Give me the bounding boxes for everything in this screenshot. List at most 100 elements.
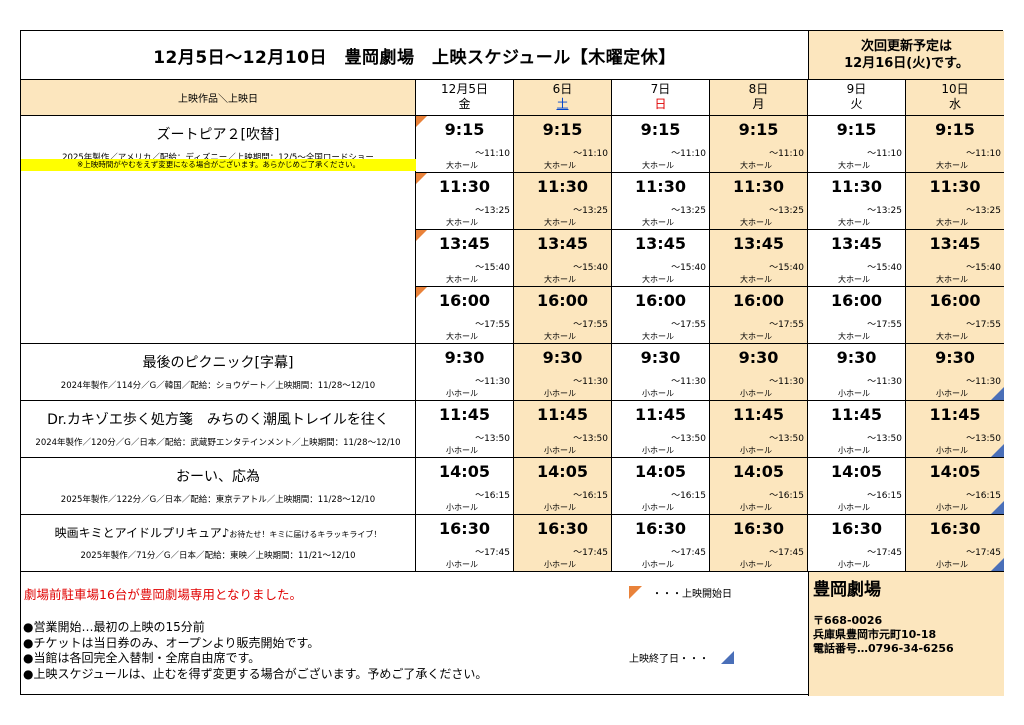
showtime-cell: 16:00 ～17:55 大ホール — [416, 287, 514, 344]
end-time: ～11:30 — [769, 377, 804, 387]
showtime-cell: 16:00 ～17:55 大ホール — [612, 287, 710, 344]
day-header-4: 9日 火 — [808, 80, 906, 116]
start-time: 13:45 — [831, 234, 882, 253]
schedule-sheet: 12月5日～12月10日 豊岡劇場 上映スケジュール【木曜定休】 次回更新予定は… — [20, 30, 1004, 696]
showtime-cell: 11:30 ～13:25 大ホール — [416, 173, 514, 230]
movie-title: 最後のピクニック[字幕] — [142, 355, 294, 371]
showtime-cell: 9:30 ～11:30 小ホール — [514, 344, 612, 401]
note-item: ●上映スケジュールは、止むを得ず変更する場合がございます。予めご了承ください。 — [23, 666, 488, 681]
end-time: ～15:40 — [475, 263, 510, 273]
theater-name: 豊岡劇場 — [813, 580, 881, 600]
end-time: ～13:50 — [966, 434, 1001, 444]
showtime-cell: 14:05 ～16:15 小ホール — [612, 458, 710, 515]
showtime-cell: 16:00 ～17:55 大ホール — [710, 287, 808, 344]
start-time: 16:30 — [733, 519, 784, 538]
start-time: 16:00 — [439, 291, 490, 310]
start-time: 9:15 — [640, 120, 681, 139]
hall-name: 大ホール — [838, 275, 870, 284]
showtime-cell: 13:45 ～15:40 大ホール — [710, 230, 808, 287]
start-time: 11:45 — [635, 405, 686, 424]
start-day-marker-icon — [416, 173, 427, 184]
start-time: 11:30 — [733, 177, 784, 196]
day-date: 9日 — [846, 82, 867, 96]
schedule-title: 12月5日～12月10日 豊岡劇場 上映スケジュール【木曜定休】 — [21, 31, 809, 80]
hall-name: 大ホール — [446, 161, 478, 170]
end-day-marker-icon — [991, 444, 1004, 457]
start-time: 9:15 — [738, 120, 779, 139]
start-time: 11:45 — [831, 405, 882, 424]
hall-name: 大ホール — [936, 218, 968, 227]
end-time: ～11:10 — [769, 149, 804, 159]
start-time: 9:30 — [935, 348, 975, 367]
end-time: ～11:30 — [966, 377, 1001, 387]
showtime-cell: 9:15 ～11:10 大ホール — [416, 116, 514, 173]
day-header-1: 6日 土 — [514, 80, 612, 116]
hall-name: 大ホール — [642, 218, 674, 227]
address: 兵庫県豊岡市元町10-18 — [813, 628, 937, 641]
hall-name: 小ホール — [642, 389, 674, 398]
end-time: ～17:45 — [475, 548, 510, 558]
hall-name: 小ホール — [446, 560, 478, 569]
showtime-cell: 14:05 ～16:15 小ホール — [906, 458, 1004, 515]
start-time: 11:45 — [733, 405, 784, 424]
start-time: 11:45 — [439, 405, 490, 424]
hall-name: 大ホール — [740, 161, 772, 170]
end-time: ～16:15 — [867, 491, 902, 501]
movie-title: 映画キミとアイドルプリキュア♪ — [54, 526, 230, 540]
hall-name: 小ホール — [936, 503, 968, 512]
end-time: ～17:45 — [867, 548, 902, 558]
end-time: ～11:10 — [671, 149, 706, 159]
start-time: 14:05 — [537, 462, 588, 481]
end-time: ～11:10 — [475, 149, 510, 159]
end-time: ～16:15 — [573, 491, 608, 501]
end-time: ～17:45 — [966, 548, 1001, 558]
movie-info-4: 映画キミとアイドルプリキュア♪お待たせ！キミに届けるキラッキライブ！ 2025年… — [21, 515, 416, 572]
day-date: 8日 — [748, 82, 769, 96]
end-time: ～13:25 — [769, 206, 804, 216]
postal-code: 〒668-0026 — [813, 614, 883, 627]
hall-name: 大ホール — [642, 332, 674, 341]
schedule-change-note: ※上映時間がやむをえず変更になる場合がございます。あらかじめご了承ください。 — [21, 159, 416, 171]
start-time: 11:30 — [831, 177, 882, 196]
showtime-cell: 9:30 ～11:30 小ホール — [416, 344, 514, 401]
note-item: ●当館は各回完全入替制・全席自由席です。 — [23, 651, 261, 665]
hall-name: 大ホール — [740, 332, 772, 341]
showtime-cell: 13:45 ～15:40 大ホール — [906, 230, 1004, 287]
start-time: 9:30 — [640, 348, 681, 367]
start-time: 13:45 — [537, 234, 588, 253]
showtime-cell: 9:15 ～11:10 大ホール — [710, 116, 808, 173]
end-time: ～17:55 — [966, 320, 1001, 330]
hall-name: 小ホール — [936, 446, 968, 455]
start-time: 9:30 — [542, 348, 583, 367]
showtime-cell: 11:45 ～13:50 小ホール — [710, 401, 808, 458]
end-time: ～16:15 — [769, 491, 804, 501]
hall-name: 小ホール — [936, 389, 968, 398]
movie-info-3: おーい、応為 2025年製作／122分／G／日本／配給：東京テアトル／上映期間：… — [21, 458, 416, 515]
schedule-title-text: 12月5日～12月10日 豊岡劇場 上映スケジュール【木曜定休】 — [153, 47, 676, 68]
note-item: ●チケットは当日券のみ、オープンより販売開始です。 — [23, 635, 320, 650]
hall-name: 大ホール — [446, 218, 478, 227]
showtime-cell: 14:05 ～16:15 小ホール — [710, 458, 808, 515]
end-time: ～17:55 — [671, 320, 706, 330]
end-time: ～16:15 — [966, 491, 1001, 501]
movie-title: おーい、応為 — [176, 469, 260, 485]
phone-number: 電話番号…0796-34-6256 — [813, 642, 954, 655]
showtime-cell: 11:45 ～13:50 小ホール — [906, 401, 1004, 458]
showtime-cell: 9:15 ～11:10 大ホール — [514, 116, 612, 173]
showtime-cell: 13:45 ～15:40 大ホール — [808, 230, 906, 287]
start-time: 14:05 — [929, 462, 981, 481]
end-time: ～17:55 — [769, 320, 804, 330]
start-day-marker-icon — [416, 230, 427, 241]
title-column-header: 上映作品＼上映日 — [21, 80, 416, 116]
day-header-5: 10日 水 — [906, 80, 1004, 116]
start-day-marker-icon — [629, 586, 642, 599]
hall-name: 小ホール — [446, 446, 478, 455]
showtime-cell: 9:15 ～11:10 大ホール — [906, 116, 1004, 173]
legend-start-day: ・・・上映開始日 — [629, 585, 732, 600]
end-time: ～13:50 — [573, 434, 608, 444]
movie-info-2: Dr.カキゾエ歩く処方箋 みちのく潮風トレイルを往く 2024年製作／120分／… — [21, 401, 416, 458]
day-header-2: 7日 日 — [612, 80, 710, 116]
movie-title: Dr.カキゾエ歩く処方箋 みちのく潮風トレイルを往く — [47, 412, 389, 428]
movie-details: 2025年製作／71分／G／日本／配給：東映／上映期間：11/21～12/10 — [80, 551, 356, 561]
notes-list: ●営業開始…最初の上映の15分前 ●チケットは当日券のみ、オープンより販売開始で… — [23, 620, 487, 682]
